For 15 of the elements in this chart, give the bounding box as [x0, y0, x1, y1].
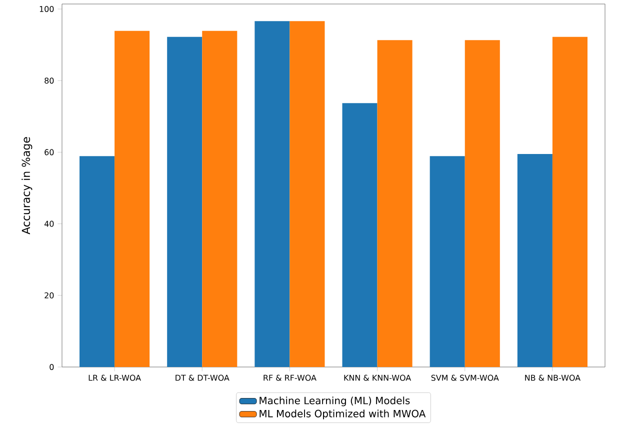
bar	[342, 103, 378, 367]
bar	[290, 21, 325, 367]
bar	[430, 156, 465, 367]
bar	[254, 21, 290, 367]
bar	[114, 30, 150, 367]
bar	[202, 30, 238, 367]
bar	[464, 40, 500, 367]
bar	[377, 40, 412, 367]
legend-label: ML Models Optimized with MWOA	[260, 410, 426, 420]
y-axis-title: Accuracy in %age	[22, 137, 32, 234]
bar	[80, 156, 115, 367]
legend-label: Machine Learning (ML) Models	[260, 396, 410, 406]
bar	[167, 36, 202, 367]
bar	[517, 154, 552, 367]
bar	[552, 36, 588, 367]
